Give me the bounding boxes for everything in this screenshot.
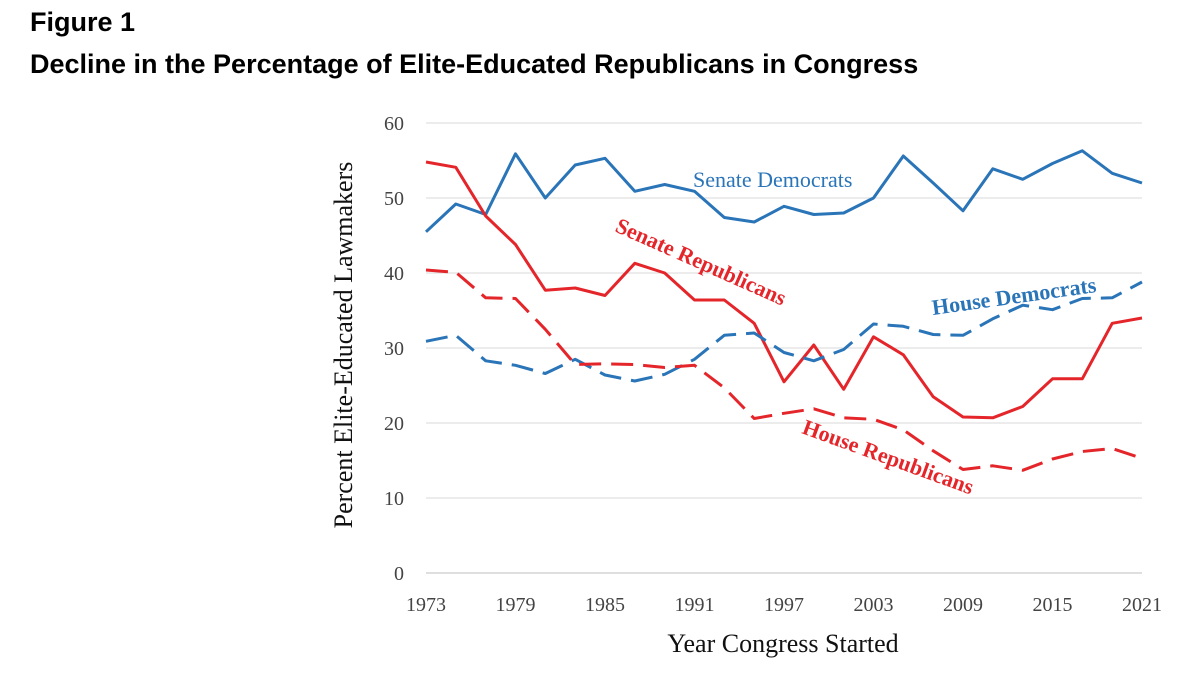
senate-democrats-label: Senate Democrats — [693, 167, 852, 192]
figure-title: Decline in the Percentage of Elite-Educa… — [30, 49, 919, 79]
x-axis-title: Year Congress Started — [667, 629, 898, 658]
y-tick-labels: 0 10 20 30 40 50 60 — [384, 113, 404, 585]
house-democrats-line — [425, 280, 1143, 383]
x-tick-2009: 2009 — [943, 594, 983, 616]
senate-democrats-line — [424, 149, 1143, 233]
x-tick-2003: 2003 — [854, 594, 894, 616]
x-tick-1985: 1985 — [585, 594, 625, 616]
y-tick-10: 10 — [384, 488, 404, 510]
x-tick-1997: 1997 — [764, 594, 804, 616]
y-tick-30: 30 — [384, 338, 404, 360]
y-tick-20: 20 — [384, 413, 404, 435]
senate-republicans-label: Senate Republicans — [612, 213, 791, 311]
figure-label: Figure 1 — [30, 7, 136, 37]
y-tick-60: 60 — [384, 113, 404, 135]
y-tick-50: 50 — [384, 188, 404, 210]
house-republicans-label: House Republicans — [799, 414, 977, 499]
x-tick-2021: 2021 — [1122, 594, 1162, 616]
house-republicans-line — [425, 268, 1143, 472]
x-tick-1973: 1973 — [406, 594, 446, 616]
x-tick-1991: 1991 — [675, 594, 715, 616]
senate-republicans-line — [425, 160, 1143, 420]
x-tick-2015: 2015 — [1033, 594, 1073, 616]
y-axis-title: Percent Elite-Educated Lawmakers — [329, 162, 358, 529]
y-tick-0: 0 — [394, 563, 404, 585]
series-lines — [424, 149, 1143, 472]
x-tick-1979: 1979 — [496, 594, 536, 616]
house-democrats-label: House Democrats — [930, 272, 1098, 320]
y-tick-40: 40 — [384, 263, 404, 285]
x-tick-labels: 1973 1979 1985 1991 1997 2003 2009 2015 2021 — [406, 594, 1162, 616]
